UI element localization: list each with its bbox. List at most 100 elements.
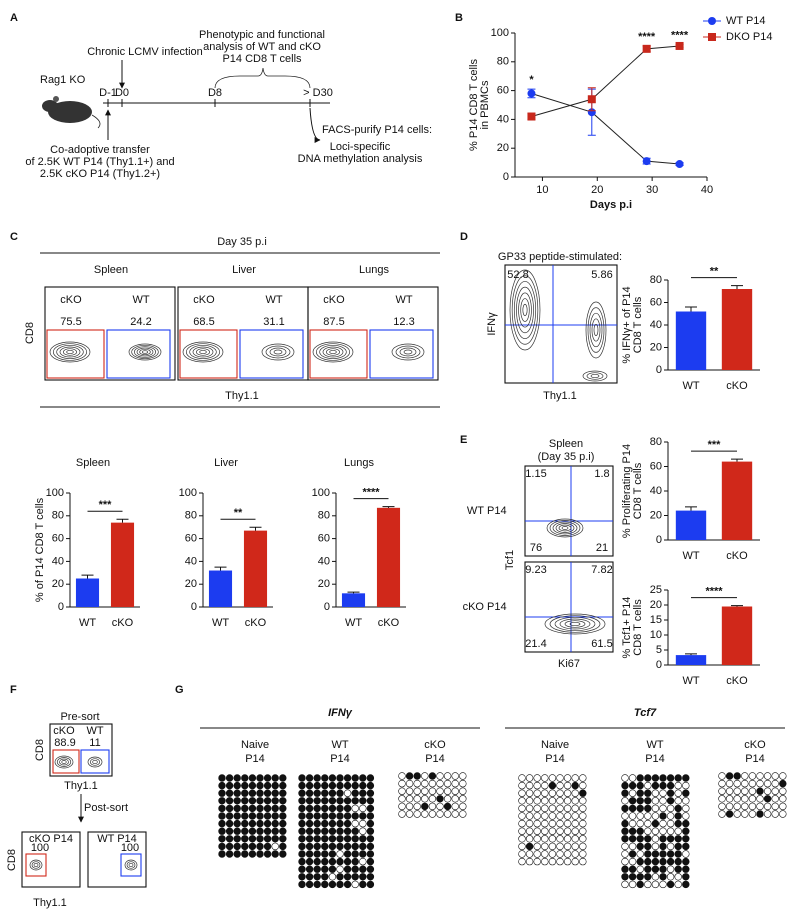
cpg-site bbox=[725, 779, 734, 788]
cpg-site bbox=[748, 787, 757, 795]
cpg-site bbox=[682, 835, 690, 843]
cpg-site bbox=[644, 781, 652, 790]
significance: **** bbox=[705, 586, 723, 598]
cpg-site bbox=[336, 812, 344, 820]
cpg-site bbox=[305, 819, 314, 828]
cpg-site bbox=[413, 810, 421, 818]
cpg-site bbox=[628, 819, 637, 828]
y-tick-label: 15 bbox=[650, 614, 662, 626]
cpg-site bbox=[225, 819, 234, 828]
cpg-site bbox=[263, 819, 272, 828]
cpg-site bbox=[328, 835, 337, 843]
cpg-site bbox=[651, 857, 660, 866]
cpg-site bbox=[248, 812, 257, 820]
cpg-site bbox=[305, 857, 314, 866]
cpg-site bbox=[525, 842, 534, 851]
cpg-site bbox=[666, 857, 675, 866]
cpg-site bbox=[298, 774, 306, 782]
cpg-site bbox=[579, 797, 587, 805]
cpg-site bbox=[756, 802, 764, 811]
significance: ** bbox=[710, 266, 719, 278]
cpg-site bbox=[651, 797, 660, 805]
analysis-label: P14 CD8 T cells bbox=[222, 53, 302, 65]
cpg-site bbox=[436, 802, 444, 811]
y-tick-label: 0 bbox=[324, 601, 330, 613]
cpg-site bbox=[518, 842, 526, 851]
cpg-site bbox=[413, 779, 421, 788]
cpg-site bbox=[263, 804, 272, 813]
gate bbox=[369, 329, 434, 379]
cpg-site bbox=[556, 789, 564, 797]
error-bar bbox=[347, 591, 360, 594]
cpg-site bbox=[636, 850, 644, 858]
cpg-site bbox=[321, 781, 329, 790]
cpg-site bbox=[533, 804, 541, 813]
cpg-site bbox=[533, 842, 541, 851]
cpg-site bbox=[321, 865, 329, 873]
cpg-site bbox=[748, 802, 757, 811]
cpg-site bbox=[651, 819, 660, 828]
contour bbox=[319, 344, 347, 360]
contour bbox=[49, 341, 91, 363]
gate-label: cKO bbox=[60, 294, 82, 306]
x-tick-label: cKO bbox=[245, 617, 267, 629]
cpg-site bbox=[563, 850, 572, 858]
cpg-site bbox=[225, 781, 234, 790]
bar bbox=[75, 578, 100, 607]
cpg-site bbox=[548, 842, 557, 851]
contour bbox=[52, 343, 88, 361]
methylation-label: DNA methylation analysis bbox=[298, 153, 423, 165]
contour bbox=[136, 347, 154, 357]
gate-percentage: 12.3 bbox=[393, 316, 414, 328]
gate-percentage: 68.5 bbox=[193, 316, 214, 328]
cpg-site bbox=[621, 819, 629, 828]
cpg-site bbox=[659, 857, 667, 866]
cpg-site bbox=[621, 857, 629, 866]
cpg-site bbox=[525, 835, 534, 843]
cpg-site bbox=[571, 812, 579, 820]
cpg-site bbox=[451, 787, 459, 795]
cpg-site bbox=[779, 779, 787, 788]
cpg-site bbox=[336, 857, 344, 866]
marker bbox=[527, 112, 536, 121]
contour bbox=[582, 370, 608, 382]
cpg-site bbox=[771, 779, 779, 788]
cpg-site bbox=[241, 827, 249, 835]
cpg-site bbox=[313, 835, 321, 843]
y-axis-label: % of P14 CD8 T cells bbox=[34, 497, 46, 602]
cpg-site bbox=[518, 797, 526, 805]
cpg-site bbox=[628, 850, 637, 858]
y-tick-label: 40 bbox=[650, 319, 662, 331]
cpg-site bbox=[556, 842, 564, 851]
cpg-site bbox=[533, 850, 541, 858]
contour bbox=[126, 861, 136, 869]
y-tick-label: 25 bbox=[650, 584, 662, 596]
cpg-site bbox=[328, 774, 337, 782]
contour bbox=[59, 758, 69, 766]
cpg-site bbox=[659, 873, 667, 881]
cpg-site bbox=[644, 835, 652, 843]
cpg-site bbox=[298, 850, 306, 858]
y-axis-label: % Proliferating P14 bbox=[621, 444, 633, 538]
cpg-site bbox=[651, 865, 660, 873]
cpg-site bbox=[428, 810, 437, 818]
panel-label: F bbox=[10, 684, 17, 696]
cpg-site bbox=[644, 804, 652, 813]
cpg-site bbox=[256, 812, 264, 820]
cpg-site bbox=[421, 802, 429, 811]
cpg-site bbox=[525, 774, 534, 782]
cpg-site bbox=[741, 772, 749, 780]
marker bbox=[642, 157, 651, 166]
cpg-site bbox=[428, 795, 437, 803]
cpg-site bbox=[763, 810, 772, 818]
panel-label: D bbox=[460, 231, 468, 243]
sort-label: Post-sort bbox=[84, 802, 128, 814]
cpg-site bbox=[718, 779, 726, 788]
cpg-site bbox=[313, 827, 321, 835]
cpg-site bbox=[651, 774, 660, 782]
cpg-site bbox=[666, 827, 675, 835]
y-tick-label: 0 bbox=[656, 659, 662, 671]
bar bbox=[721, 606, 753, 665]
cpg-site bbox=[351, 865, 359, 873]
cpg-site bbox=[428, 802, 437, 811]
